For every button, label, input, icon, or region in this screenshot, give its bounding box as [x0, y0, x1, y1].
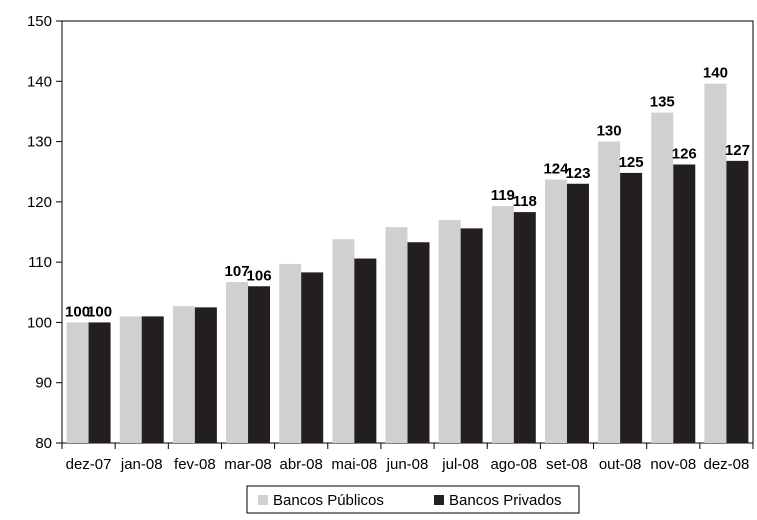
bar-series-1	[354, 258, 377, 443]
y-tick-label: 100	[27, 314, 52, 331]
data-label: 100	[65, 303, 90, 320]
y-tick-label: 150	[27, 13, 52, 30]
x-tick-label: set-08	[546, 456, 588, 473]
data-label: 119	[491, 187, 515, 204]
bar-series-1	[726, 160, 749, 443]
data-label: 123	[565, 165, 590, 182]
bar-series-0	[172, 306, 195, 443]
bar-series-1	[513, 212, 536, 443]
x-tick-label: jul-08	[441, 456, 479, 473]
data-label: 100	[87, 303, 112, 320]
x-tick-label: out-08	[599, 456, 642, 473]
x-tick-label: jan-08	[120, 456, 163, 473]
x-tick-label: abr-08	[280, 456, 323, 473]
data-label: 107	[225, 263, 250, 280]
bar-series-0	[651, 112, 674, 444]
bar-series-0	[332, 239, 355, 443]
data-label: 106	[247, 267, 272, 284]
x-tick-label: dez-08	[703, 456, 749, 473]
bar-series-1	[194, 307, 217, 443]
x-tick-label: fev-08	[174, 456, 216, 473]
x-tick-label: dez-07	[66, 456, 112, 473]
x-tick-label: ago-08	[490, 456, 537, 473]
legend-swatch-1	[434, 495, 444, 505]
bar-series-0	[598, 141, 621, 444]
legend-box	[246, 485, 580, 514]
y-tick-label: 130	[27, 134, 52, 151]
legend-label-0: Bancos Públicos	[273, 492, 384, 509]
bar-series-1	[566, 183, 589, 443]
axes-group: 80 90 100 110 120 130 140 150 dez-07 jan-08 fev-08…	[27, 13, 754, 473]
bar-series-0	[438, 219, 461, 443]
bar-series-1	[301, 272, 324, 443]
bar-series-0	[544, 179, 567, 443]
data-label: 130	[597, 123, 622, 140]
x-tick-label: jun-08	[386, 456, 429, 473]
legend: Bancos Públicos Bancos Privados	[246, 485, 580, 514]
y-tick-label: 110	[28, 254, 52, 271]
bar-series-1	[88, 322, 111, 443]
y-tick-label: 120	[27, 194, 52, 211]
data-label: 135	[650, 94, 675, 111]
bar-series-1	[460, 228, 483, 443]
bar-series-0	[226, 282, 249, 443]
bar-series-0	[279, 263, 302, 443]
y-tick-label: 80	[35, 435, 52, 452]
data-label: 124	[543, 161, 569, 178]
data-label: 118	[513, 193, 537, 210]
bar-series-0	[491, 206, 514, 443]
x-tick-label: mai-08	[331, 456, 377, 473]
bar-series-0	[385, 227, 408, 443]
bar-series-0	[66, 322, 89, 443]
legend-swatch-0	[258, 495, 268, 505]
legend-label-1: Bancos Privados	[449, 492, 562, 509]
x-tick-label: nov-08	[650, 456, 696, 473]
data-label: 140	[703, 65, 728, 82]
y-tick-label: 140	[27, 73, 52, 90]
data-label: 127	[725, 142, 750, 159]
bar-series-1	[248, 286, 271, 443]
data-label: 126	[672, 145, 697, 162]
bar-series-1	[673, 164, 696, 444]
bars-group	[66, 83, 749, 444]
data-labels-group: 100 107 119 124 130 135 140 100 106 118 123 125 126 1…	[65, 65, 750, 321]
bar-series-1	[407, 242, 430, 443]
bar-series-1	[141, 316, 164, 443]
bar-series-1	[620, 172, 643, 444]
data-label: 125	[619, 154, 644, 171]
x-tick-label: mar-08	[224, 456, 272, 473]
bar-series-0	[119, 316, 142, 443]
y-tick-label: 90	[35, 375, 52, 392]
bar-series-0	[704, 83, 727, 443]
